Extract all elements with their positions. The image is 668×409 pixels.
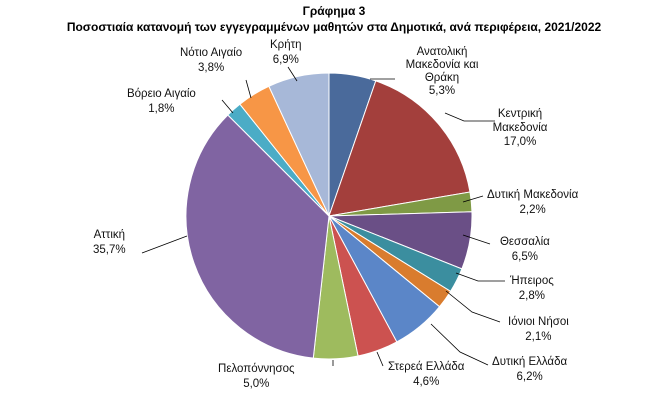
pie-slices — [185, 72, 473, 360]
chart-subtitle: Ποσοστιαία κατανομή των εγγεγραμμένων μα… — [67, 20, 602, 34]
pie-slice — [328, 80, 471, 217]
slice-category-label: Πελοπόννησος — [218, 363, 295, 375]
slice-category-label: Στερεά Ελλάδα — [388, 361, 465, 373]
slice-category-label: Κρήτη — [270, 39, 302, 51]
leader-line — [462, 234, 491, 245]
slice-category-label: Αττική — [94, 229, 125, 241]
slice-value-label: 5,0% — [243, 378, 269, 390]
leader-line — [141, 235, 188, 254]
slice-value-label: 3,8% — [198, 62, 224, 74]
leader-line — [221, 99, 234, 114]
slice-value-label: 4,6% — [413, 376, 439, 388]
leader-lines — [141, 66, 505, 367]
leader-line — [376, 351, 384, 367]
slice-category-label: Μακεδονία και — [406, 59, 479, 71]
slice-value-label: 35,7% — [93, 244, 126, 256]
leader-line — [444, 112, 495, 122]
slice-category-label: Θεσσαλία — [500, 236, 550, 248]
slice-category-label: Δυτική Ελλάδα — [492, 356, 567, 368]
slice-value-label: 6,9% — [273, 54, 299, 66]
pie-slice — [268, 72, 330, 217]
chart-title: Γράφημα 3 — [303, 4, 366, 18]
leader-line — [430, 323, 489, 366]
slice-value-label: 5,3% — [429, 85, 455, 97]
leader-line — [462, 195, 484, 203]
slice-value-label: 2,8% — [519, 290, 545, 302]
leader-line — [455, 272, 505, 282]
slice-category-label: Μακεδονία — [493, 122, 548, 134]
leader-line — [245, 79, 252, 99]
leader-line — [445, 290, 501, 323]
slice-value-label: 2,1% — [525, 331, 551, 343]
pie-slice — [185, 114, 330, 359]
slice-value-label: 6,5% — [512, 251, 538, 263]
slice-category-label: Ανατολική — [417, 46, 468, 58]
slice-category-label: Νότιο Αιγαίο — [180, 47, 242, 59]
slice-category-label: Κεντρική — [498, 108, 542, 120]
slice-value-label: 6,2% — [516, 371, 542, 383]
slice-value-label: 17,0% — [504, 136, 537, 148]
leader-line — [287, 66, 298, 82]
slice-category-label: Ήπειρος — [509, 275, 554, 287]
slice-category-label: Βόρειο Αιγαίο — [127, 88, 196, 100]
slice-category-label: Θράκη — [425, 72, 459, 84]
slice-value-label: 2,2% — [519, 204, 545, 216]
slice-category-label: Ιόνιοι Νήσοι — [508, 316, 569, 328]
slice-value-label: 1,8% — [148, 103, 174, 115]
slice-category-label: Δυτική Μακεδονία — [487, 189, 579, 201]
